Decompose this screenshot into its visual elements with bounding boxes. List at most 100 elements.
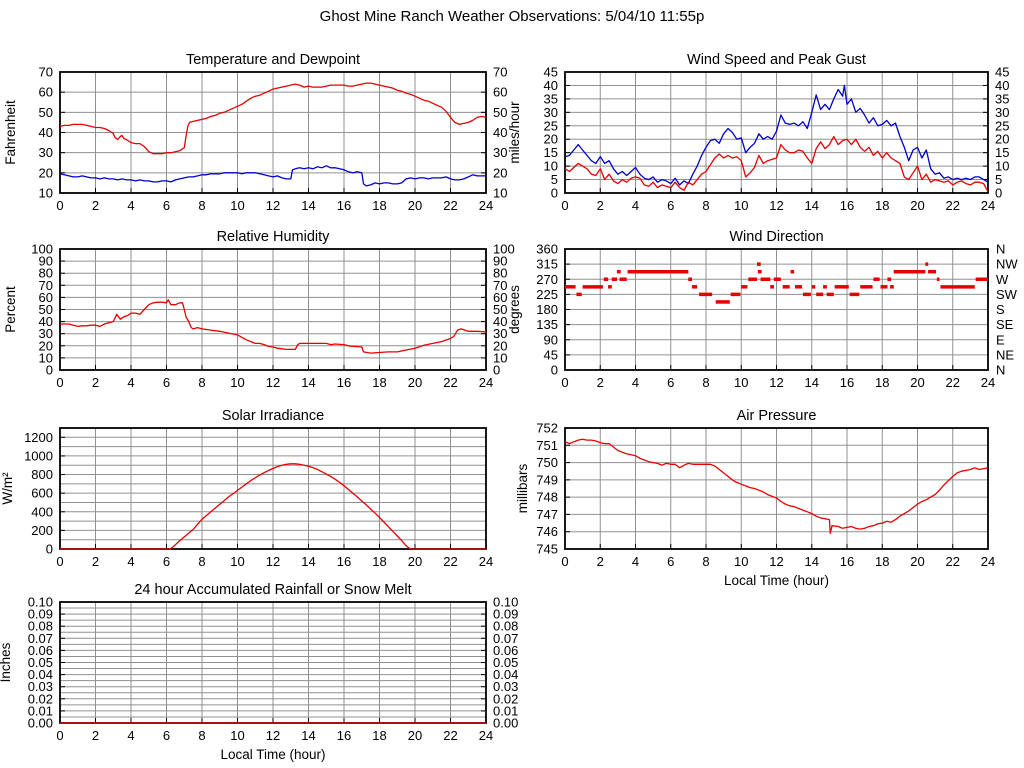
x-tick-label: 12 xyxy=(769,554,783,569)
x-tick-label: 0 xyxy=(561,375,568,390)
x-tick-label: 16 xyxy=(840,554,854,569)
x-tick-label: 14 xyxy=(805,375,819,390)
y-tick-label: 745 xyxy=(536,542,558,557)
x-tick-label: 0 xyxy=(56,554,63,569)
chart-title: Relative Humidity xyxy=(217,229,331,245)
x-tick-label: 16 xyxy=(337,198,351,213)
y-tick-label-right: 60 xyxy=(493,290,507,305)
y-tick-label: 100 xyxy=(31,242,53,257)
series-irradiance xyxy=(60,463,486,550)
x-tick-label: 18 xyxy=(372,728,386,743)
x-tick-label: 24 xyxy=(479,728,493,743)
x-tick-label: 12 xyxy=(769,375,783,390)
x-tick-label: 22 xyxy=(443,375,457,390)
x-tick-label: 24 xyxy=(981,375,995,390)
compass-label: SW xyxy=(996,287,1018,302)
y-tick-label: 70 xyxy=(39,65,53,80)
y-tick-label: 0.08 xyxy=(28,619,53,634)
x-tick-label: 20 xyxy=(910,375,924,390)
y-tick-label: 0.03 xyxy=(28,679,53,694)
x-tick-label: 24 xyxy=(479,198,493,213)
y-tick-label: 200 xyxy=(31,523,53,538)
x-tick-label: 18 xyxy=(372,198,386,213)
y-tick-label-right: 30 xyxy=(493,145,507,160)
x-tick-label: 20 xyxy=(910,554,924,569)
y-axis-label: miles/hour xyxy=(507,101,522,164)
x-tick-label: 20 xyxy=(408,198,422,213)
y-tick-label-right: 70 xyxy=(493,65,507,80)
y-tick-label: 0.05 xyxy=(28,655,53,670)
x-tick-label: 12 xyxy=(266,728,280,743)
compass-label: E xyxy=(996,332,1005,347)
y-tick-label: 0.07 xyxy=(28,631,53,646)
x-tick-label: 16 xyxy=(337,728,351,743)
x-tick-label: 18 xyxy=(875,375,889,390)
y-tick-label: 90 xyxy=(544,332,558,347)
y-tick-label: 800 xyxy=(31,467,53,482)
y-tick-label: 80 xyxy=(39,266,53,281)
x-tick-label: 10 xyxy=(230,375,244,390)
chart-title: Wind Direction xyxy=(729,229,823,245)
x-tick-label: 12 xyxy=(266,198,280,213)
y-tick-label-right: 25 xyxy=(995,118,1009,133)
x-tick-label: 20 xyxy=(408,375,422,390)
compass-label: N xyxy=(996,363,1005,378)
y-tick-label-right: 0.10 xyxy=(493,595,518,610)
y-tick-label-right: 0.00 xyxy=(493,716,518,731)
y-tick-label: 50 xyxy=(39,302,53,317)
x-tick-label: 0 xyxy=(56,375,63,390)
x-tick-label: 10 xyxy=(230,728,244,743)
x-tick-label: 18 xyxy=(372,375,386,390)
y-tick-label: 10 xyxy=(39,186,53,201)
y-axis-label: degrees xyxy=(507,285,522,334)
y-tick-label: 40 xyxy=(544,78,558,93)
y-tick-label-right: 0 xyxy=(493,363,500,378)
y-tick-label: 315 xyxy=(536,257,558,272)
y-tick-label: 0.00 xyxy=(28,716,53,731)
compass-label: W xyxy=(996,272,1009,287)
y-tick-label: 180 xyxy=(536,302,558,317)
y-tick-label-right: 0.02 xyxy=(493,691,518,706)
y-tick-label-right: 30 xyxy=(493,326,507,341)
y-tick-label: 25 xyxy=(544,118,558,133)
x-tick-label: 2 xyxy=(92,375,99,390)
x-tick-label: 16 xyxy=(840,198,854,213)
y-tick-label-right: 10 xyxy=(493,186,507,201)
x-tick-label: 4 xyxy=(632,554,639,569)
x-axis-label: Local Time (hour) xyxy=(724,573,829,588)
y-tick-label: 20 xyxy=(39,338,53,353)
x-tick-label: 4 xyxy=(127,198,134,213)
y-tick-label: 10 xyxy=(544,159,558,174)
y-tick-label: 0.10 xyxy=(28,595,53,610)
y-tick-label-right: 0.08 xyxy=(493,619,518,634)
chart-rainfall: 0.00 0.000.01 0.010.02 0.020.03 0.030.04 0.04… xyxy=(0,582,518,762)
y-tick-label-right: 5 xyxy=(995,172,1002,187)
y-tick-label: 10 xyxy=(39,350,53,365)
x-tick-label: 6 xyxy=(163,554,170,569)
y-axis-label: millibars xyxy=(515,464,530,514)
y-tick-label: 1000 xyxy=(24,448,53,463)
x-tick-label: 14 xyxy=(805,554,819,569)
y-tick-label: 90 xyxy=(39,254,53,269)
x-tick-label: 22 xyxy=(443,728,457,743)
y-tick-label: 40 xyxy=(39,125,53,140)
y-tick-label: 60 xyxy=(39,85,53,100)
x-tick-label: 4 xyxy=(632,198,639,213)
x-tick-label: 10 xyxy=(734,554,748,569)
y-tick-label-right: 90 xyxy=(493,254,507,269)
x-tick-label: 16 xyxy=(337,554,351,569)
chart-title: 24 hour Accumulated Rainfall or Snow Mel… xyxy=(134,582,411,598)
x-tick-label: 24 xyxy=(479,375,493,390)
y-tick-label-right: 20 xyxy=(995,132,1009,147)
y-tick-label: 360 xyxy=(536,242,558,257)
y-tick-label: 746 xyxy=(536,524,558,539)
x-tick-label: 16 xyxy=(840,375,854,390)
y-tick-label: 0 xyxy=(46,363,53,378)
x-tick-label: 20 xyxy=(408,554,422,569)
y-tick-label: 225 xyxy=(536,287,558,302)
x-tick-label: 0 xyxy=(561,554,568,569)
y-axis-label: Inches xyxy=(0,642,13,682)
y-tick-label-right: 0 xyxy=(995,186,1002,201)
x-tick-label: 6 xyxy=(667,554,674,569)
